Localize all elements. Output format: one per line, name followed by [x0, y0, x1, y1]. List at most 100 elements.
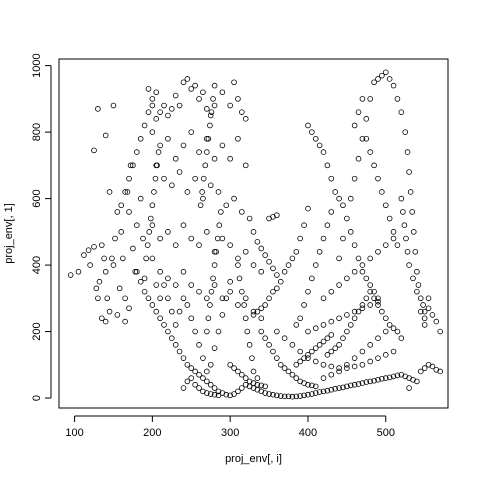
data-point [152, 175, 159, 182]
x-axis-title: proj_env[, i] [225, 453, 282, 465]
x-tick-label: 200 [143, 427, 161, 439]
data-point [347, 229, 354, 235]
data-point [250, 262, 257, 268]
data-point [386, 215, 393, 222]
data-point [196, 371, 202, 378]
data-point [145, 86, 152, 92]
data-point [106, 308, 113, 315]
data-point [293, 361, 300, 368]
data-point [91, 244, 97, 250]
data-point [169, 308, 175, 315]
data-point [200, 89, 206, 96]
data-point [262, 383, 268, 390]
x-tick-label: 100 [65, 427, 83, 439]
data-point [379, 189, 385, 195]
data-point [351, 308, 358, 315]
data-point [180, 355, 187, 361]
data-point [102, 318, 109, 325]
data-point [336, 255, 342, 262]
data-point [437, 368, 444, 375]
data-point [312, 135, 319, 142]
data-point [320, 295, 327, 302]
data-point [227, 392, 233, 399]
data-point [382, 328, 389, 335]
data-point [409, 209, 416, 215]
data-point [184, 378, 191, 385]
data-point [312, 358, 319, 365]
data-point [410, 275, 416, 282]
data-point [301, 222, 307, 228]
data-point [429, 312, 436, 318]
data-point [188, 86, 195, 92]
data-point [95, 106, 101, 112]
data-point [359, 96, 366, 102]
data-point [277, 361, 284, 368]
data-point [406, 385, 412, 391]
data-point [219, 235, 226, 242]
data-point [235, 135, 241, 142]
y-axis: 0 200 400 600 800 1000 [31, 53, 52, 401]
data-point [402, 129, 409, 135]
data-point [367, 255, 374, 262]
data-point [219, 142, 226, 149]
data-points [67, 69, 444, 400]
data-point [219, 312, 226, 318]
data-point [200, 195, 206, 202]
data-point [266, 258, 272, 265]
data-point [207, 302, 213, 308]
data-point [324, 352, 331, 358]
data-point [270, 288, 276, 295]
data-point [274, 272, 280, 278]
data-point [363, 379, 370, 385]
data-point [347, 195, 354, 202]
data-point [211, 248, 218, 255]
data-point [207, 122, 213, 129]
data-point [320, 361, 327, 368]
data-point [414, 288, 420, 295]
data-point [305, 381, 311, 388]
data-point [301, 302, 307, 308]
data-point [110, 262, 117, 268]
data-point [188, 315, 195, 322]
data-point [324, 162, 331, 169]
data-point [344, 275, 350, 282]
data-point [137, 135, 144, 142]
data-point [211, 82, 218, 89]
data-point [176, 169, 183, 175]
data-point [281, 393, 288, 400]
data-point [305, 355, 311, 361]
data-point [223, 295, 230, 302]
data-point [126, 175, 132, 182]
data-point [309, 129, 315, 135]
data-point [155, 149, 162, 155]
data-point [242, 295, 249, 302]
data-point [258, 268, 265, 275]
data-point [192, 175, 198, 182]
data-point [149, 222, 156, 228]
data-point [184, 189, 191, 195]
data-point [305, 205, 311, 212]
data-point [204, 378, 210, 385]
data-point [141, 275, 148, 282]
data-point [258, 315, 265, 322]
data-point [227, 288, 233, 295]
data-point [169, 335, 175, 342]
data-point [351, 381, 358, 388]
data-point [316, 342, 323, 348]
data-point [96, 278, 103, 285]
data-point [218, 209, 224, 215]
data-point [208, 288, 215, 295]
data-point [270, 348, 276, 355]
data-point [165, 112, 171, 119]
data-point [336, 342, 342, 348]
data-point [122, 295, 128, 302]
data-point [196, 288, 202, 295]
data-point [336, 315, 342, 322]
data-point [85, 247, 92, 253]
y-axis-title: proj_env[, 1] [3, 203, 15, 264]
data-point [165, 135, 171, 142]
data-point [390, 235, 397, 242]
data-point [379, 72, 385, 79]
y-tick-label: 400 [31, 256, 43, 274]
data-point [101, 255, 107, 262]
